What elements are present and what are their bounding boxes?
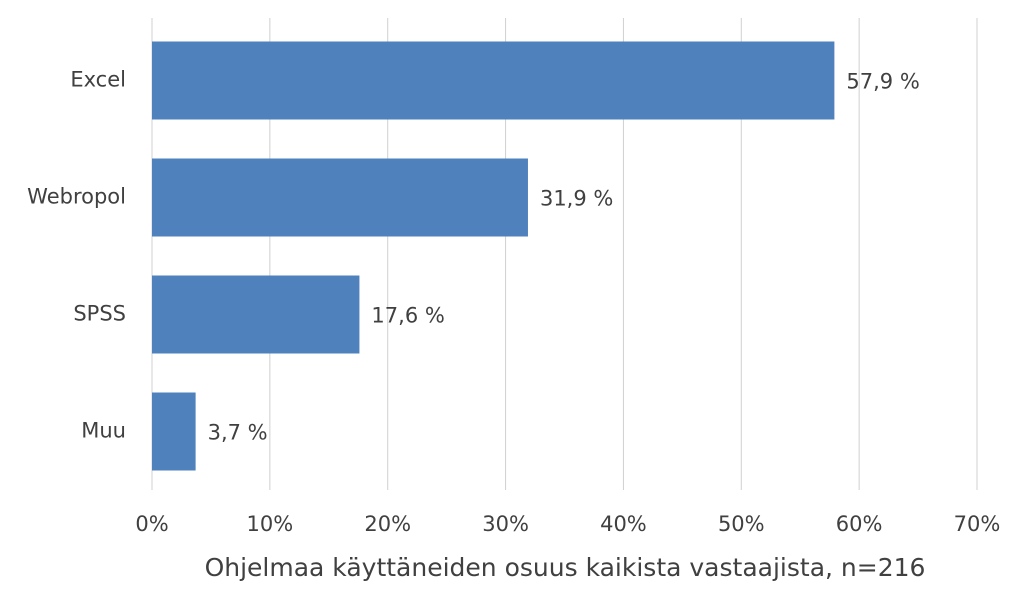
y-tick-label: Muu bbox=[81, 419, 126, 443]
y-tick-label: Webropol bbox=[27, 185, 126, 209]
x-tick-label: 30% bbox=[482, 512, 529, 536]
x-axis-title: Ohjelmaa käyttäneiden osuus kaikista vas… bbox=[205, 553, 926, 582]
x-tick-label: 50% bbox=[718, 512, 765, 536]
bar bbox=[152, 392, 196, 471]
value-label: 17,6 % bbox=[371, 304, 444, 328]
value-label: 3,7 % bbox=[208, 421, 268, 445]
bar bbox=[152, 158, 528, 237]
x-tick-label: 0% bbox=[135, 512, 168, 536]
value-label: 31,9 % bbox=[540, 187, 613, 211]
bar bbox=[152, 41, 835, 120]
x-tick-label: 70% bbox=[954, 512, 1001, 536]
x-tick-label: 40% bbox=[600, 512, 647, 536]
x-tick-label: 20% bbox=[364, 512, 411, 536]
bar bbox=[152, 275, 360, 354]
y-tick-label: SPSS bbox=[73, 302, 126, 326]
y-tick-label: Excel bbox=[70, 68, 126, 92]
x-tick-label: 60% bbox=[836, 512, 883, 536]
value-label: 57,9 % bbox=[846, 70, 919, 94]
x-tick-label: 10% bbox=[247, 512, 294, 536]
